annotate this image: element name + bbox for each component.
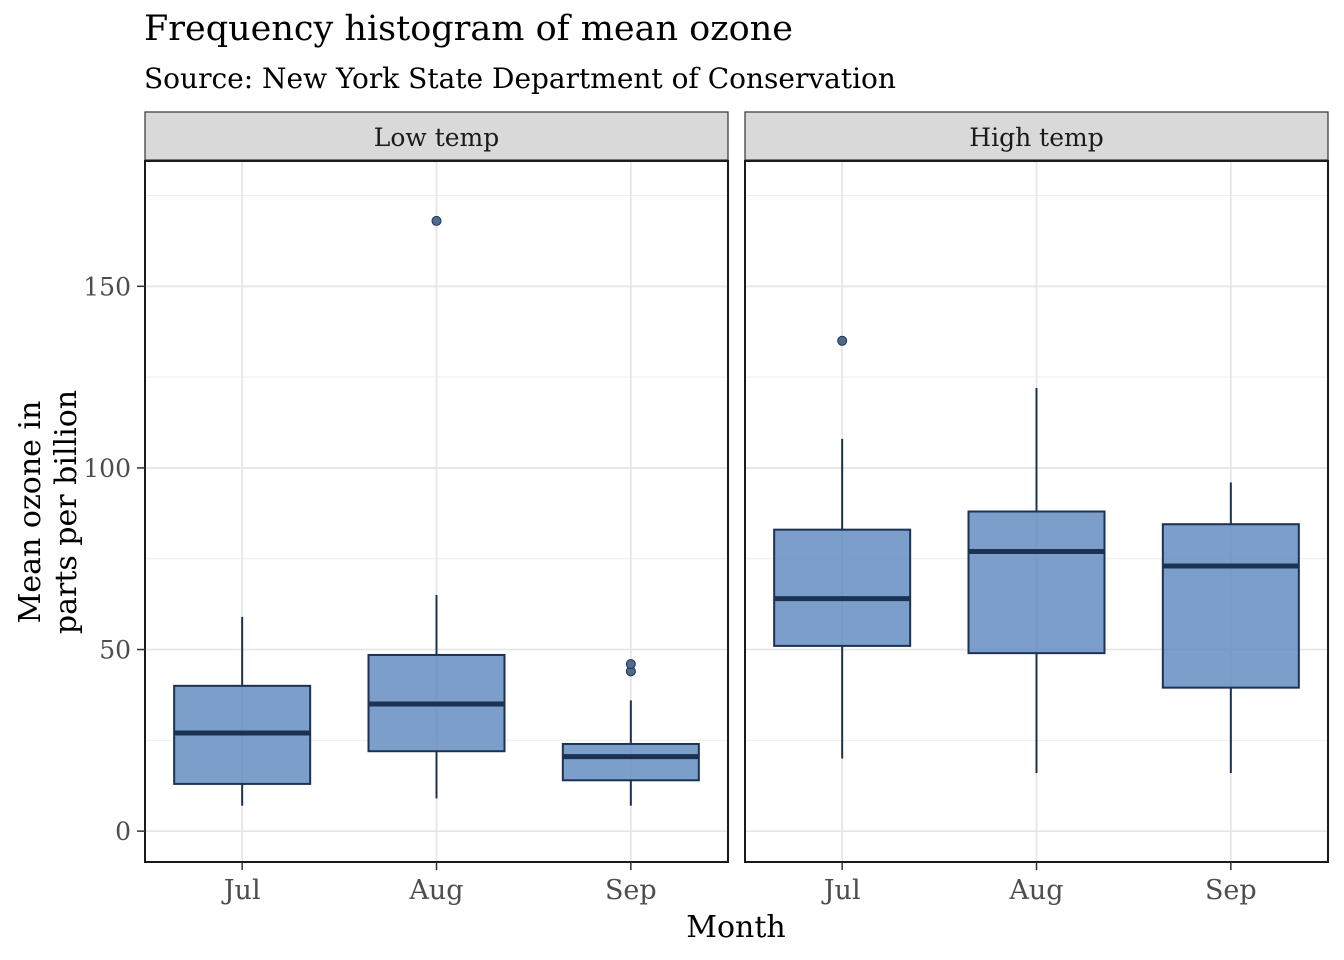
- box-iqr: [967, 510, 1106, 655]
- box-aug: [367, 215, 506, 799]
- facet-strip-label: Low temp: [374, 123, 500, 152]
- x-axis-label: Month: [686, 910, 785, 945]
- outlier-point: [837, 335, 848, 346]
- outlier-point: [431, 215, 442, 226]
- x-tick-label: Aug: [1008, 875, 1063, 906]
- facet-panels: Low temp Jul Aug Sep 0 50 100 150 High temp Jul Au…: [83, 111, 1329, 906]
- facet-strip: [144, 111, 729, 161]
- x-tick-label: Aug: [408, 875, 463, 906]
- box-iqr: [1161, 523, 1300, 689]
- outlier-point: [625, 659, 636, 670]
- y-tick-label: 50: [99, 636, 131, 665]
- box-sep: [561, 659, 700, 806]
- chart-subtitle: Source: New York State Department of Con…: [144, 62, 896, 95]
- y-tick-label: 100: [83, 454, 131, 483]
- chart-title: Frequency histogram of mean ozone: [144, 9, 793, 49]
- box-aug: [967, 388, 1106, 774]
- facet-strip: [744, 111, 1329, 161]
- facet-panel-2: High temp Jul Aug Sep: [744, 111, 1329, 906]
- box-iqr: [561, 742, 700, 782]
- box-sep: [1161, 482, 1300, 774]
- box-jul: [173, 616, 312, 806]
- y-tick-label: 150: [83, 272, 131, 301]
- x-tick-label: Sep: [605, 875, 657, 906]
- facet-strip-label: High temp: [969, 123, 1103, 152]
- x-tick-label: Jul: [821, 875, 861, 906]
- y-tick-label: 0: [115, 817, 131, 846]
- facet-panel-1: Low temp Jul Aug Sep 0 50 100 150: [83, 111, 729, 906]
- y-axis-label-line-1: Mean ozone in: [13, 401, 48, 624]
- box-iqr: [773, 528, 912, 647]
- box-jul: [773, 335, 912, 759]
- y-axis-label-line-2: parts per billion: [49, 390, 84, 634]
- y-axis-label: Mean ozone in parts per billion: [13, 390, 84, 634]
- x-tick-label: Sep: [1205, 875, 1257, 906]
- x-tick-label: Jul: [221, 875, 261, 906]
